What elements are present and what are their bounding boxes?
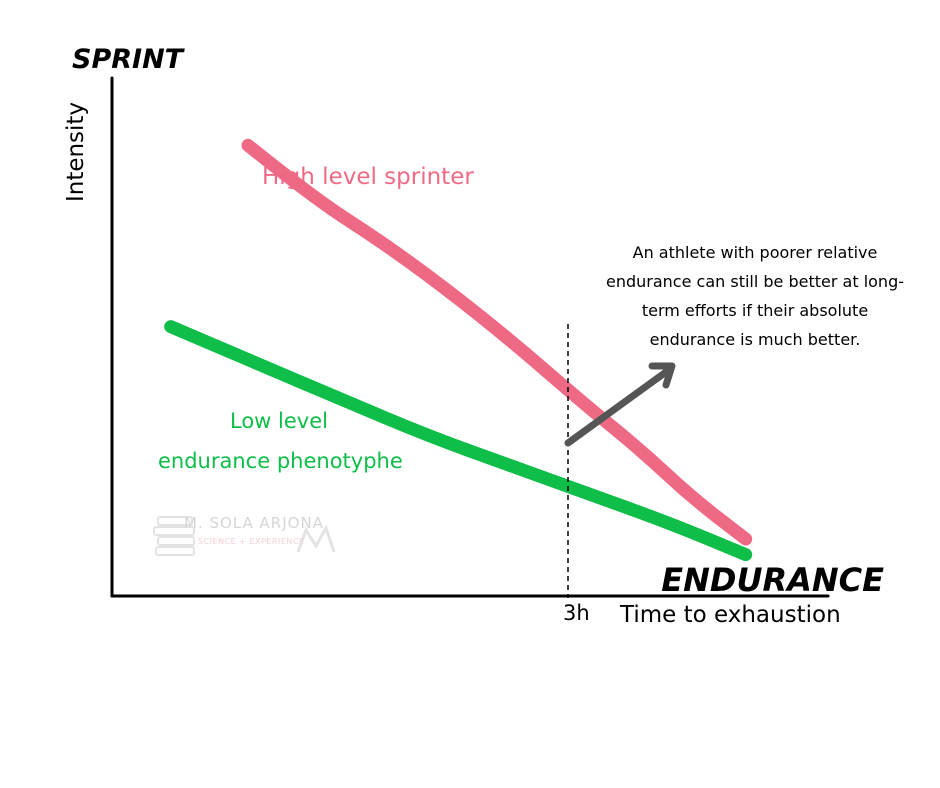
series-label-line: Low level	[230, 409, 328, 433]
book-stack-icon	[153, 516, 195, 556]
watermark-logo: M. SOLA ARJONA SCIENCE + EXPERIENCE	[153, 514, 336, 556]
annotation-line: endurance is much better.	[650, 330, 861, 349]
arrow-head	[648, 362, 676, 389]
annotation-text: An athlete with poorer relative endurance…	[606, 243, 904, 349]
x-axis-label: Time to exhaustion	[619, 602, 841, 628]
series-label-line: endurance phenotyphe	[158, 449, 403, 473]
series-label-high-level-sprinter: High level sprinter	[262, 164, 474, 190]
x-axis-end-label: ENDURANCE	[661, 561, 884, 599]
watermark-monogram	[296, 524, 336, 553]
watermark-tagline: SCIENCE + EXPERIENCE	[198, 537, 305, 546]
annotation-line: endurance can still be better at long-	[606, 272, 904, 291]
annotation-line: term efforts if their absolute	[642, 301, 868, 320]
watermark-name: M. SOLA ARJONA	[184, 514, 324, 532]
series-line-low-level-endurance	[164, 320, 753, 562]
arrow-shaft	[564, 368, 670, 447]
series-line-high-level-sprinter	[241, 138, 753, 546]
annotation-line: An athlete with poorer relative	[633, 243, 878, 262]
series-label-line: High level sprinter	[262, 164, 474, 190]
marker-label-3h: 3h	[563, 601, 590, 625]
y-axis-top-label: SPRINT	[72, 44, 186, 75]
y-axis-label: Intensity	[63, 102, 89, 202]
series-label-low-level-endurance: Low level endurance phenotyphe	[158, 409, 403, 473]
annotation-arrow	[564, 362, 676, 447]
